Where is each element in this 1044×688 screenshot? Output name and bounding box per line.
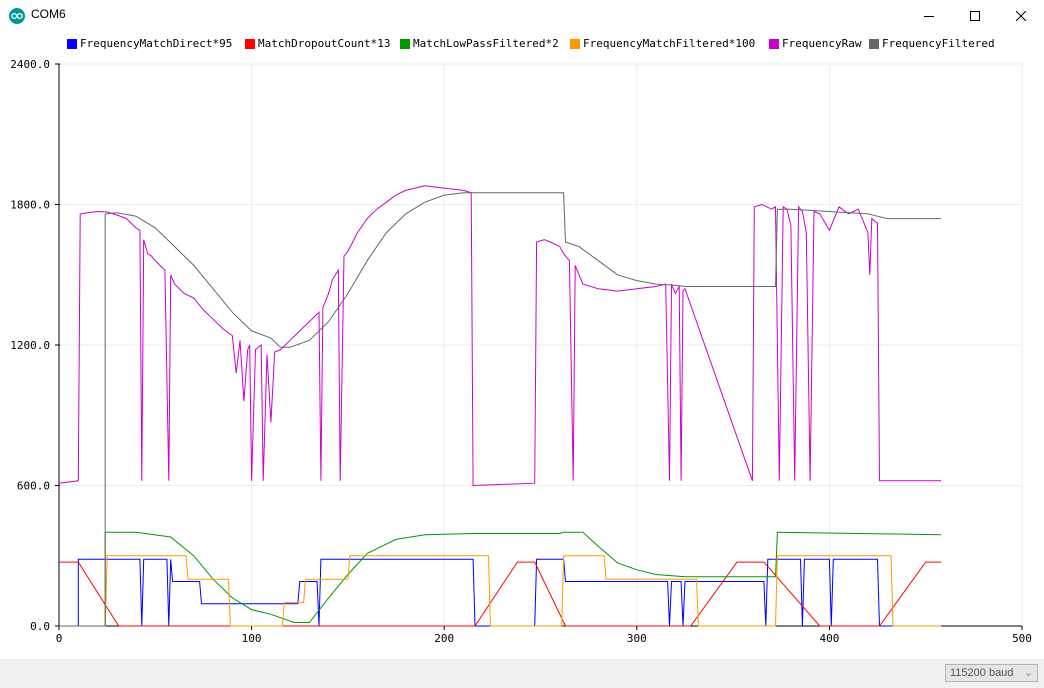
x-tick-label: 100 — [242, 632, 262, 645]
x-tick-label: 500 — [1012, 632, 1032, 645]
legend-swatch — [245, 38, 255, 49]
maximize-icon — [970, 10, 980, 21]
status-bar: 115200 baud ⌄ — [0, 659, 1044, 688]
legend-label: FrequencyRaw — [782, 37, 862, 50]
baud-rate-label: 115200 baud — [950, 667, 1014, 679]
legend-swatch — [869, 38, 879, 49]
legend-label: FrequencyMatchFiltered*100 — [583, 37, 756, 50]
close-button[interactable] — [998, 0, 1044, 31]
close-icon — [1016, 10, 1026, 21]
x-tick-label: 0 — [56, 632, 63, 645]
legend-item: FrequencyFiltered — [869, 37, 995, 50]
series-line — [59, 192, 942, 627]
serial-plot-chart: 0.0 600.0 1200.0 1800.0 2400.0 0 100 200 300 400 5… — [10, 58, 1032, 645]
y-tick-label: 1800.0 — [10, 199, 50, 212]
legend-label: FrequencyMatchDirect*95 — [80, 37, 233, 50]
legend-swatch — [400, 38, 410, 49]
legend-label: MatchLowPassFiltered*2 — [413, 37, 559, 50]
legend-item: FrequencyMatchFiltered*100 — [570, 37, 755, 50]
series-line — [59, 531, 942, 627]
x-tick-label: 400 — [819, 632, 839, 645]
legend-item: MatchLowPassFiltered*2 — [400, 37, 559, 50]
y-tick-label: 2400.0 — [10, 58, 50, 71]
legend-item: FrequencyRaw — [769, 37, 861, 50]
series-line — [59, 555, 942, 627]
legend-swatch — [67, 38, 77, 49]
maximize-button[interactable] — [952, 0, 998, 31]
arduino-icon — [9, 8, 25, 24]
legend-swatch — [570, 38, 580, 49]
chevron-down-icon: ⌄ — [1023, 667, 1033, 679]
x-tick-label: 200 — [434, 632, 454, 645]
x-tick-label: 300 — [627, 632, 647, 645]
legend-item: FrequencyMatchDirect*95 — [67, 37, 232, 50]
y-tick-label: 1200.0 — [10, 339, 50, 352]
window-title: COM6 — [31, 7, 66, 21]
minimize-button[interactable] — [906, 0, 952, 31]
legend-label: FrequencyFiltered — [882, 37, 995, 50]
baud-rate-select[interactable]: 115200 baud ⌄ — [945, 664, 1038, 682]
legend-item: MatchDropoutCount*13 — [245, 37, 390, 50]
legend-swatch — [769, 38, 779, 49]
series-line — [58, 185, 942, 487]
series-line — [59, 558, 942, 627]
minimize-icon — [924, 15, 934, 17]
plot-legend: FrequencyMatchDirect*95 MatchDropoutCount… — [0, 37, 1044, 53]
y-tick-label: 0.0 — [30, 620, 50, 633]
title-bar: COM6 — [0, 0, 1044, 31]
legend-label: MatchDropoutCount*13 — [258, 37, 391, 50]
series-line — [59, 561, 942, 627]
y-tick-label: 600.0 — [17, 480, 50, 493]
